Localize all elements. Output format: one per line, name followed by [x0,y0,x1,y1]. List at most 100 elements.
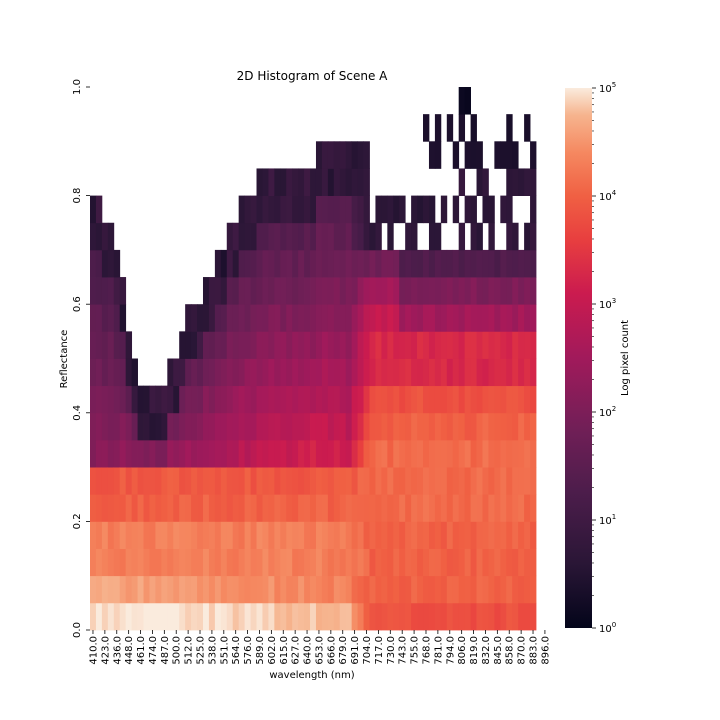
heatmap-cell [321,521,329,549]
heatmap-cell [197,385,204,414]
heatmap-cell [423,494,430,522]
heatmap-cell [268,467,275,495]
heatmap-cell [405,222,412,251]
heatmap-cell [500,304,507,332]
heatmap-cell [512,412,519,441]
heatmap-cell [327,222,335,251]
heatmap-cell [131,385,138,414]
heatmap-cell [375,195,382,224]
heatmap-cell [280,277,287,305]
heatmap-cell [423,114,430,142]
heatmap-cell [149,385,156,414]
heatmap-cell [274,548,281,577]
heatmap-cell [458,277,466,305]
heatmap-cell [226,412,234,441]
heatmap-cell [268,575,275,604]
heatmap-cell [310,385,317,414]
heatmap-cell [482,494,489,522]
heatmap-cell [286,195,293,224]
heatmap-cell [506,385,513,414]
heatmap-cell [506,575,513,604]
heatmap-cell [119,439,127,468]
heatmap-cell [256,385,263,414]
heatmap-cell [345,439,353,468]
heatmap-cell [339,358,347,387]
heatmap-cell [298,331,305,359]
heatmap-cell [304,548,311,577]
y-tick-label: 0.0 [72,622,83,638]
heatmap-cell [339,331,347,359]
heatmap-cell [173,412,180,441]
heatmap-cell [464,548,471,577]
heatmap-cell [321,412,329,441]
heatmap-cell [500,195,507,224]
heatmap-cell [304,575,311,604]
heatmap-cell [333,494,341,522]
heatmap-cell [292,602,299,631]
heatmap-cell [363,168,370,196]
heatmap-cell [315,439,323,468]
heatmap-cell [185,575,192,604]
heatmap-cell [220,548,228,577]
heatmap-cell [191,412,198,441]
heatmap-cell [274,249,281,278]
heatmap-cell [363,548,370,577]
heatmap-cell [434,412,442,441]
heatmap-cell [95,385,103,414]
heatmap-cell [506,168,513,196]
heatmap-cell [375,222,382,251]
heatmap-cell [393,358,400,387]
heatmap-cell [119,521,127,549]
heatmap-cell [351,358,358,387]
heatmap-cell [256,494,263,522]
heatmap-cell [315,277,323,305]
heatmap-cell [197,548,204,577]
heatmap-cell [226,304,234,332]
heatmap-cell [333,304,341,332]
heatmap-cell [387,222,394,251]
heatmap-cell [333,467,341,495]
heatmap-cell [191,331,198,359]
heatmap-cell [298,494,305,522]
heatmap-cell [107,222,115,251]
heatmap-cell [202,548,210,577]
heatmap-cell [363,331,370,359]
heatmap-cell [357,602,364,631]
heatmap-cell [339,385,347,414]
heatmap-cell [232,249,240,278]
x-tick-label: 883.0 [529,636,540,665]
heatmap-cell [494,548,501,577]
heatmap-cell [119,548,127,577]
heatmap-cell [423,602,430,631]
heatmap-cell [363,494,370,522]
heatmap-cell [244,602,251,631]
heatmap-cell [476,358,483,387]
heatmap-cell [90,521,97,549]
heatmap-cell [226,358,234,387]
heatmap-cell [411,575,418,604]
heatmap-cell [470,439,477,468]
heatmap-cell [161,385,168,414]
heatmap-cell [125,521,133,549]
heatmap-cell [381,195,388,224]
heatmap-cell [470,114,477,142]
heatmap-cell [351,195,358,224]
heatmap-cell [512,304,519,332]
heatmap-cell [321,467,329,495]
heatmap-cell [387,439,394,468]
heatmap-cell [417,467,424,495]
heatmap-cell [458,439,466,468]
heatmap-cell [131,575,138,604]
heatmap-cell [101,521,109,549]
heatmap-cell [530,467,537,495]
heatmap-cell [179,548,186,577]
heatmap-cell [482,602,489,631]
heatmap-cell [452,141,460,169]
heatmap-cell [185,412,192,441]
heatmap-cell [125,602,133,631]
heatmap-cell [298,249,305,278]
heatmap-cell [434,358,442,387]
x-tick-label: 627.0 [291,636,302,665]
heatmap-cell [423,249,430,278]
heatmap-cell [250,385,257,414]
